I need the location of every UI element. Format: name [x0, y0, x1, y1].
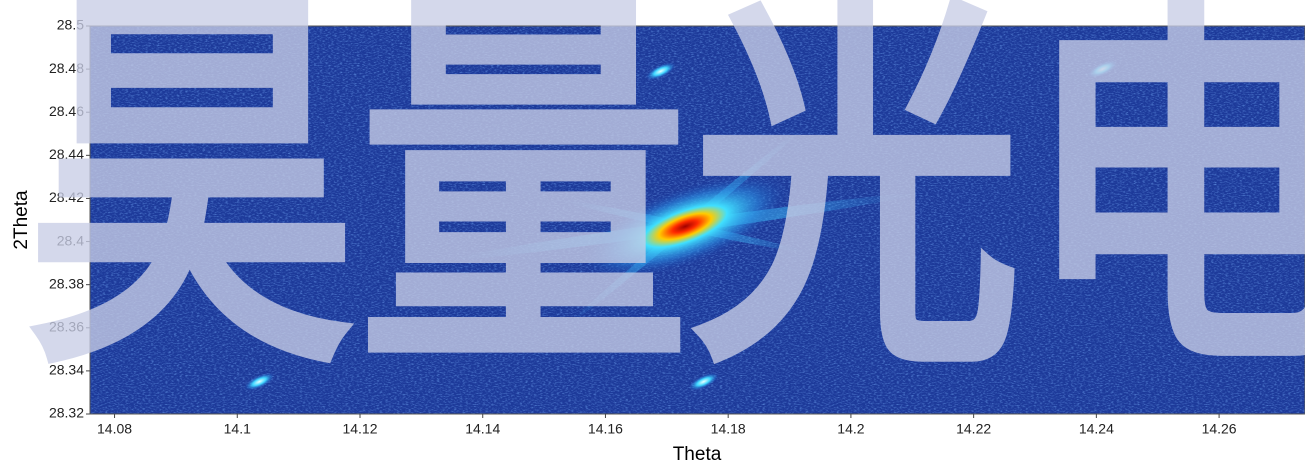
x-tick-label: 14.26	[1202, 421, 1237, 437]
y-tick-label: 28.38	[49, 275, 84, 291]
x-tick-label: 14.12	[342, 421, 377, 437]
y-axis-title: 2Theta	[11, 190, 32, 250]
peak	[1087, 60, 1118, 78]
y-tick-label: 28.34	[49, 362, 84, 378]
watermark: 昊量光电	[25, 0, 1305, 419]
x-tick-label: 14.08	[97, 421, 132, 437]
x-tick-label: 14.22	[956, 421, 991, 437]
y-tick-label: 28.4	[57, 232, 84, 248]
x-tick-label: 14.14	[465, 421, 500, 437]
x-tick-label: 14.24	[1079, 421, 1114, 437]
x-tick-label: 14.1	[224, 421, 251, 437]
plot-area	[90, 26, 1305, 414]
y-tick-label: 28.44	[49, 146, 84, 162]
y-tick-label: 28.32	[49, 405, 84, 421]
y-tick-label: 28.36	[49, 318, 84, 334]
y-tick-label: 28.42	[49, 189, 84, 205]
x-tick-label: 14.2	[837, 421, 864, 437]
y-tick-label: 28.46	[49, 103, 84, 119]
peak	[244, 372, 275, 391]
x-tick-label: 14.18	[711, 421, 746, 437]
peak	[688, 372, 719, 391]
plot-frame	[89, 25, 1305, 415]
peak	[581, 174, 790, 279]
x-axis-title: Theta	[673, 444, 722, 465]
y-tick-label: 28.5	[57, 17, 84, 33]
x-tick-label: 14.16	[588, 421, 623, 437]
peak	[645, 62, 676, 80]
y-tick-label: 28.48	[49, 60, 84, 76]
